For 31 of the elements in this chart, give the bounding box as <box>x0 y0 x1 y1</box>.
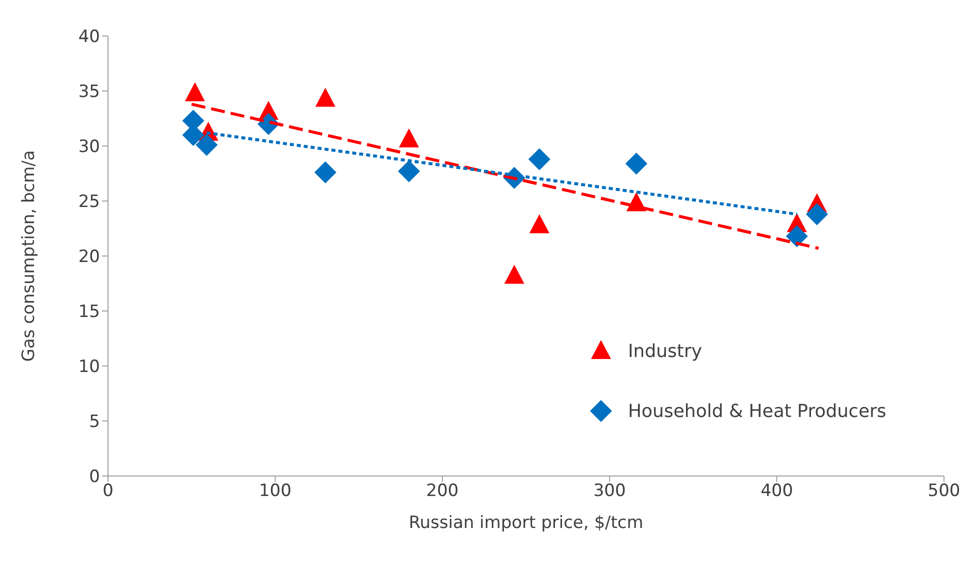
x-tick-label: 0 <box>102 481 114 502</box>
y-tick-label: 25 <box>78 192 100 212</box>
y-tick-label: 5 <box>89 412 100 432</box>
point <box>314 161 336 184</box>
point <box>528 148 550 170</box>
point <box>196 134 218 156</box>
point <box>625 152 648 175</box>
y-tick-label: 20 <box>78 247 100 268</box>
point <box>184 82 205 102</box>
x-tick-label: 500 <box>928 481 960 502</box>
legend-label: Household & Heat Producers <box>628 400 886 422</box>
y-tick-label: 30 <box>78 137 100 158</box>
point <box>398 128 419 148</box>
y-tick-label: 0 <box>89 467 100 488</box>
y-tick-label: 35 <box>78 82 100 102</box>
point <box>398 160 420 182</box>
point <box>806 203 828 226</box>
legend-label: Industry <box>628 340 702 362</box>
x-axis-title: Russian import price, $/tcm <box>408 513 644 533</box>
x-tick-label: 300 <box>593 481 626 502</box>
point <box>504 264 524 284</box>
point <box>315 88 336 107</box>
y-tick-label: 10 <box>78 357 100 378</box>
point <box>786 225 808 248</box>
x-tick-label: 400 <box>760 481 794 502</box>
y-axis-title: Gas consumption, bcm/a <box>19 150 40 362</box>
y-tick-label: 40 <box>78 27 100 48</box>
x-tick-label: 100 <box>258 481 292 502</box>
point <box>529 214 550 234</box>
y-tick-label: 15 <box>78 302 100 322</box>
x-tick-label: 200 <box>426 481 459 502</box>
